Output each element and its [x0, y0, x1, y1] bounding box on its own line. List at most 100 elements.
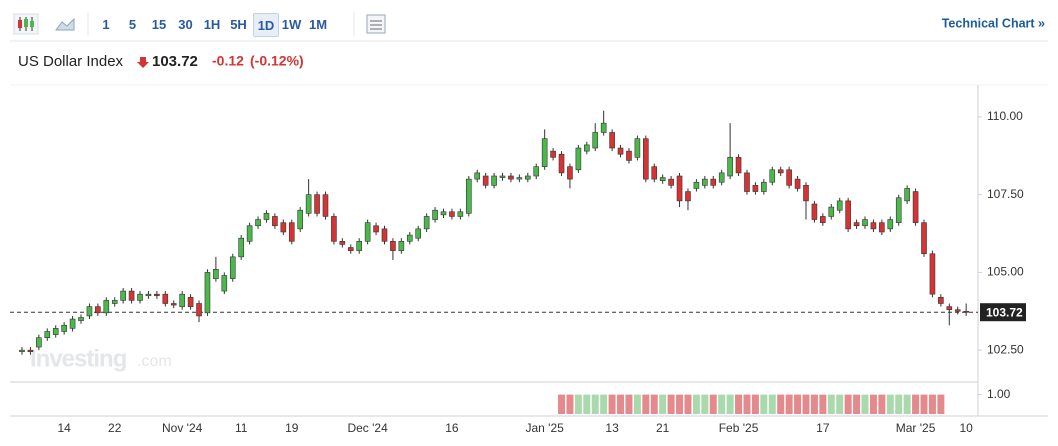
candle-body: [693, 181, 700, 189]
candle-body: [912, 191, 919, 223]
interval-button[interactable]: 30: [178, 16, 193, 32]
candle-body: [904, 188, 910, 202]
candle-body: [862, 219, 868, 227]
candle-body: [921, 222, 927, 255]
last-price: 103.72: [152, 53, 198, 70]
volume-bar: [768, 394, 776, 414]
interval-button[interactable]: 1D: [253, 13, 279, 37]
volume-bar: [558, 394, 566, 414]
candle-body: [769, 169, 776, 183]
x-tick-label: 22: [108, 421, 122, 435]
x-tick-label: 11: [235, 421, 248, 435]
volume-bar: [794, 394, 802, 414]
toolbar-icons: [13, 12, 386, 36]
candle-body: [204, 272, 211, 314]
interval-button[interactable]: 1M: [308, 16, 328, 32]
x-tick-label: Jan '25: [525, 421, 564, 435]
candle-body: [895, 197, 902, 223]
candle-body: [836, 200, 843, 211]
candle-body: [786, 169, 792, 186]
volume-bar: [937, 394, 945, 414]
candle-body: [86, 306, 93, 317]
candle-body: [533, 166, 540, 177]
interval-button[interactable]: 1: [102, 16, 110, 32]
volume-bar: [861, 394, 869, 414]
candle-body: [272, 216, 278, 227]
candle-body: [69, 318, 76, 329]
y-tick-label: 102.50: [987, 342, 1024, 356]
volume-bar: [650, 394, 658, 414]
volume-bar: [659, 394, 667, 414]
interval-button[interactable]: 1W: [281, 16, 302, 32]
candle-body: [390, 241, 396, 251]
candle-body: [727, 157, 733, 177]
candle-body: [314, 194, 320, 214]
candle-body: [558, 153, 565, 174]
candle-body: [499, 175, 506, 178]
candle-body: [128, 290, 135, 301]
candle-body: [221, 275, 228, 292]
volume-bar: [676, 394, 684, 414]
candle-body: [491, 175, 497, 186]
volume-bar: [903, 394, 911, 414]
volume-bar: [760, 394, 768, 414]
volume-bar: [608, 394, 616, 414]
candle-body: [777, 169, 784, 174]
volume-bar: [591, 394, 599, 414]
volume-bar: [633, 394, 641, 414]
change-percent: (-0.12%): [250, 53, 304, 69]
volume-bar: [667, 394, 675, 414]
x-tick-label: 14: [57, 421, 71, 435]
x-tick-label: Dec '24: [347, 421, 388, 435]
interval-button[interactable]: 5: [128, 16, 137, 32]
change: -0.12: [212, 53, 244, 69]
candle-body: [567, 166, 573, 180]
x-tick-label: 13: [605, 421, 619, 435]
volume-bar: [701, 394, 709, 414]
candle-body: [103, 300, 110, 314]
candle-body: [592, 132, 599, 149]
candle-body: [482, 175, 489, 186]
candle-body: [600, 122, 607, 133]
volume-bar: [574, 394, 582, 414]
volume-bar: [785, 394, 793, 414]
volume-bar: [617, 394, 625, 414]
candle-body: [27, 349, 34, 353]
candle-body: [828, 206, 835, 217]
candle-body: [744, 172, 750, 192]
candle-body: [406, 234, 413, 242]
candle-body: [457, 211, 464, 217]
candle-body: [246, 225, 253, 242]
y-tick-label: 105.00: [987, 265, 1024, 279]
candle-body: [196, 303, 202, 317]
candle-body: [36, 337, 42, 348]
candle-body: [676, 175, 683, 202]
candle-body: [752, 185, 759, 192]
interval-button[interactable]: 1H: [203, 16, 221, 32]
volume-bar: [684, 394, 692, 414]
volume-bar: [777, 394, 785, 414]
technical-chart-link[interactable]: Technical Chart »: [942, 16, 1045, 30]
candle-body: [524, 175, 531, 180]
candle-body: [887, 219, 894, 230]
area-icon[interactable]: [55, 17, 75, 31]
last-price-label: 103.72: [986, 305, 1023, 319]
x-tick-label: 10: [959, 421, 973, 435]
settings-icon[interactable]: [366, 14, 386, 34]
x-tick-label: 19: [285, 421, 299, 435]
volume-bar: [912, 394, 920, 414]
candle-body: [432, 209, 438, 220]
volume-bar: [751, 394, 759, 414]
candle-body: [415, 228, 422, 239]
volume-tick-label: 1.00: [987, 387, 1011, 401]
candle-body: [373, 225, 379, 233]
candle-body: [643, 138, 649, 180]
watermark-suffix: .com: [137, 353, 172, 370]
volume-bar: [819, 394, 827, 414]
candle-body: [331, 216, 337, 242]
x-tick-label: Mar '25: [896, 421, 936, 435]
interval-button[interactable]: 15: [151, 16, 167, 32]
candle-body: [550, 150, 556, 158]
interval-button[interactable]: 5H: [230, 16, 247, 32]
